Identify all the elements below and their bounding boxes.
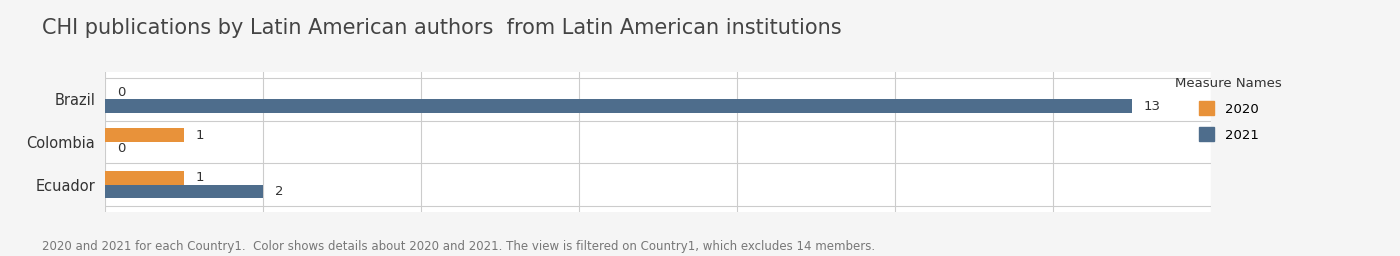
Text: 2: 2: [274, 185, 283, 198]
Bar: [105, 129, 183, 142]
Legend: 2020, 2021: 2020, 2021: [1170, 71, 1288, 147]
Text: 2020 and 2021 for each Country1.  Color shows details about 2020 and 2021. The v: 2020 and 2021 for each Country1. Color s…: [42, 240, 875, 253]
Text: CHI publications by Latin American authors  from Latin American institutions: CHI publications by Latin American autho…: [42, 18, 841, 38]
Text: 0: 0: [116, 142, 125, 155]
Text: 1: 1: [196, 172, 204, 184]
Bar: [105, 171, 183, 185]
Bar: [105, 99, 1133, 113]
Bar: [105, 185, 263, 198]
Text: 13: 13: [1144, 100, 1161, 113]
Text: 0: 0: [116, 86, 125, 99]
Text: 1: 1: [196, 129, 204, 142]
